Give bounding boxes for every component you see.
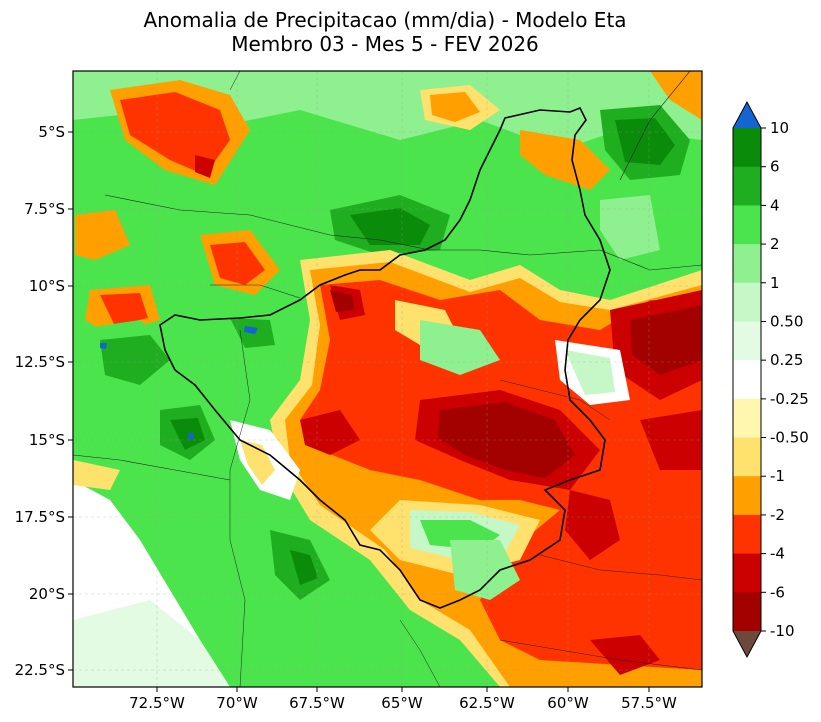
lon-tick-label: 57.5°W — [621, 694, 677, 712]
lat-tick-label: 22.5°S — [15, 661, 65, 679]
colorbar-segment — [733, 321, 761, 361]
colorbar-tick-label: -4 — [770, 545, 785, 563]
lon-tick-label: 65°W — [381, 694, 423, 712]
colorbar-tick-label: -6 — [770, 583, 785, 601]
longitude-axis: 72.5°W 70°W 67.5°W 65°W 62.5°W 60°W 57.5°W — [129, 687, 677, 712]
colorbar-segment — [733, 592, 761, 632]
colorbar: 10 6 4 2 1 0.50 0.25 -0.25 -0.50 -1 -2 -4 -6 -10 — [732, 100, 809, 659]
precipitation-anomaly-field — [73, 71, 702, 687]
lat-tick-label: 5°S — [38, 123, 65, 141]
colorbar-segment — [733, 437, 761, 477]
colorbar-segment — [733, 244, 761, 284]
lat-tick-label: 12.5°S — [15, 353, 65, 371]
colorbar-segment — [733, 166, 761, 206]
colorbar-segment — [733, 360, 761, 400]
colorbar-segment — [733, 476, 761, 516]
colorbar-tick-label: -0.25 — [770, 390, 809, 408]
map-frame — [72, 70, 703, 688]
colorbar-over-extension — [733, 102, 761, 128]
lat-tick-label: 15°S — [29, 431, 65, 449]
colorbar-segment — [733, 128, 761, 168]
map-title-line2: Membro 03 - Mes 5 - FEV 2026 — [231, 32, 539, 56]
colorbar-tick-label: 10 — [770, 119, 789, 137]
lon-tick-label: 72.5°W — [129, 694, 185, 712]
colorbar-tick-label: 0.50 — [770, 312, 803, 330]
lon-tick-label: 70°W — [216, 694, 258, 712]
lat-tick-label: 17.5°S — [15, 508, 65, 526]
graticule — [73, 71, 702, 687]
lon-tick-label: 62.5°W — [459, 694, 515, 712]
colorbar-tick-label: -0.50 — [770, 429, 809, 447]
colorbar-segment — [733, 398, 761, 439]
colorbar-under-extension — [733, 631, 761, 657]
lon-tick-label: 67.5°W — [289, 694, 345, 712]
colorbar-tick-label: -10 — [770, 622, 795, 640]
colorbar-segment — [733, 553, 761, 593]
colorbar-tick-label: 1 — [770, 274, 780, 292]
lat-tick-label: 20°S — [29, 585, 65, 603]
colorbar-tick-label: 0.25 — [770, 351, 803, 369]
colorbar-tick-label: -1 — [770, 467, 785, 485]
lat-tick-label: 10°S — [29, 277, 65, 295]
colorbar-tick-label: -2 — [770, 506, 785, 524]
colorbar-tick-label: 4 — [770, 196, 780, 214]
colorbar-segment — [733, 205, 761, 245]
colorbar-tick-label: 6 — [770, 158, 780, 176]
latitude-axis: 5°S 7.5°S 10°S 12.5°S 15°S 17.5°S 20°S 22.5°S — [15, 123, 73, 679]
colorbar-tick-label: 2 — [770, 235, 780, 253]
lon-tick-label: 60°W — [547, 694, 589, 712]
map-title-line1: Anomalia de Precipitacao (mm/dia) - Mode… — [143, 8, 627, 32]
colorbar-segment — [733, 282, 761, 322]
colorbar-segment — [733, 514, 761, 555]
lat-tick-label: 7.5°S — [24, 200, 65, 218]
